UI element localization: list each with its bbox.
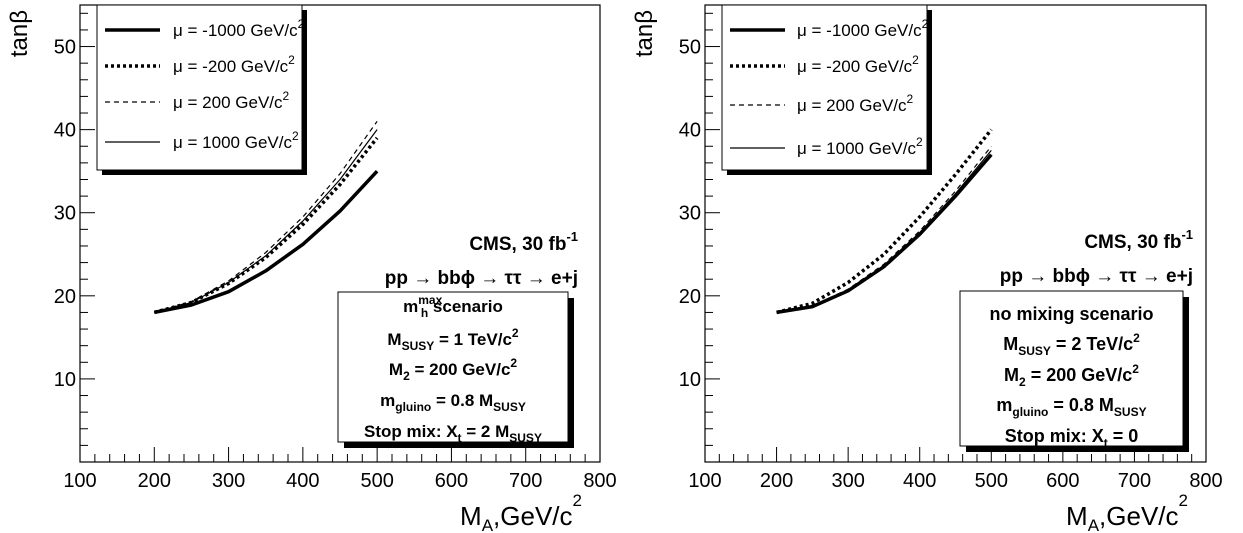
x-tick-label: 100 (688, 470, 721, 492)
x-axis-label-part: 2 (1179, 491, 1188, 510)
x-tick-label: 500 (360, 470, 393, 492)
process-label: pp → bbϕ → ττ → e+j (385, 268, 578, 289)
x-tick-label: 200 (760, 470, 793, 492)
x-axis-label-part: M (460, 501, 482, 531)
y-tick-label: 20 (679, 286, 701, 308)
legend-entry-label: μ = -1000 GeV/c2 (173, 17, 305, 40)
series-line-mu--200 (776, 128, 993, 315)
cms-luminosity-label: CMS, 30 fb-1 (469, 229, 578, 255)
y-tick-label: 30 (679, 203, 701, 225)
legend-box (721, 4, 928, 171)
legend-entry-label: μ = 200 GeV/c2 (173, 89, 290, 112)
scenario-line: mgluino = 0.8 MSUSY (996, 395, 1146, 419)
x-tick-label: 100 (63, 470, 96, 492)
x-axis-label: MA,GeV/c2 (1066, 491, 1188, 533)
scenario-box: no mixing scenario MSUSY = 2 TeV/c2 M2 = 2… (959, 290, 1189, 452)
x-tick-label: 200 (138, 470, 171, 492)
series-line-mu-1000 (776, 150, 992, 313)
x-tick-label: 700 (1118, 470, 1151, 492)
x-tick-label: 800 (1189, 470, 1222, 492)
x-tick-label: 700 (509, 470, 542, 492)
x-tick-label: 600 (1046, 470, 1079, 492)
x-axis-label-part: A (1088, 516, 1100, 533)
x-axis-label-part: A (482, 516, 494, 533)
curves (153, 120, 379, 315)
x-axis-label: MA,GeV/c2 (460, 491, 582, 533)
y-tick-label: 30 (54, 203, 76, 225)
y-tick-label: 40 (54, 120, 76, 142)
plot-frame (79, 4, 601, 463)
x-tick-label: 800 (583, 470, 616, 492)
y-tick-label: 10 (54, 369, 76, 391)
x-axis-label-part: ,GeV/c (493, 501, 572, 531)
legend-entry-label: μ = -1000 GeV/c2 (797, 17, 929, 40)
scenario-line: mmax h scenario (403, 293, 503, 320)
x-tick-label: 300 (212, 470, 245, 492)
x-axis-label-part: ,GeV/c (1099, 501, 1178, 531)
plot-frame (704, 4, 1207, 463)
scenario-line: M2 = 200 GeV/c2 (389, 356, 518, 383)
process-label: pp → bbϕ → ττ → e+j (1000, 266, 1193, 287)
x-axis-label-part: M (1066, 501, 1088, 531)
y-tick-label: 50 (679, 37, 701, 59)
x-tick-label: 500 (975, 470, 1008, 492)
scenario-line: no mixing scenario (989, 304, 1153, 324)
scenario-line: Stop mix: Xt = 0 (1005, 426, 1139, 450)
x-tick-label: 300 (831, 470, 864, 492)
scenario-line: Stop mix: Xt = 2 MSUSY (364, 422, 542, 445)
legend: μ = -1000 GeV/c2 μ = -200 GeV/c2 μ = 200 G… (96, 4, 307, 175)
scenario-line: MSUSY = 1 TeV/c2 (387, 326, 519, 353)
scenario-line: MSUSY = 2 TeV/c2 (1003, 331, 1140, 358)
series-line-mu-1000 (154, 129, 378, 313)
scenario-line: mgluino = 0.8 MSUSY (380, 391, 526, 414)
scenario-line: M2 = 200 GeV/c2 (1004, 362, 1139, 389)
left-panel: 100 200 300 400 500 600 700 800 10 20 30 40 50 tanβ MA… (6, 4, 617, 533)
y-tick-label: 10 (679, 369, 701, 391)
legend-entry-label: μ = -200 GeV/c2 (173, 53, 295, 76)
y-axis-label: tanβ (631, 10, 658, 57)
x-tick-label: 400 (903, 470, 936, 492)
scenario-box: mmax h scenario MSUSY = 1 TeV/c2 M2 = 200 G… (337, 291, 574, 448)
curves (776, 128, 993, 315)
series-line-mu--1000 (776, 153, 993, 315)
scenario-box-frame (959, 290, 1184, 447)
legend-entry-label: μ = 200 GeV/c2 (797, 92, 914, 115)
legend-entry-label: μ = 1000 GeV/c2 (797, 135, 923, 158)
series-line-mu-200 (154, 120, 378, 313)
x-tick-label: 600 (435, 470, 468, 492)
right-panel: 100 200 300 400 500 600 700 800 10 20 30 40 50 tanβ MA… (631, 4, 1223, 533)
y-tick-label: 50 (54, 37, 76, 59)
series-line-mu--1000 (153, 170, 379, 315)
legend: μ = -1000 GeV/c2 μ = -200 GeV/c2 μ = 200 G… (721, 4, 932, 175)
x-axis-label-part: 2 (573, 491, 582, 510)
legend-entry-label: μ = 1000 GeV/c2 (173, 129, 299, 152)
y-tick-label: 20 (54, 286, 76, 308)
y-tick-label: 40 (679, 120, 701, 142)
cms-luminosity-label: CMS, 30 fb-1 (1084, 227, 1193, 253)
legend-entry-label: μ = -200 GeV/c2 (797, 53, 919, 76)
y-axis-label: tanβ (6, 10, 33, 57)
scenario-box-frame (337, 291, 569, 443)
x-tick-label: 400 (286, 470, 319, 492)
